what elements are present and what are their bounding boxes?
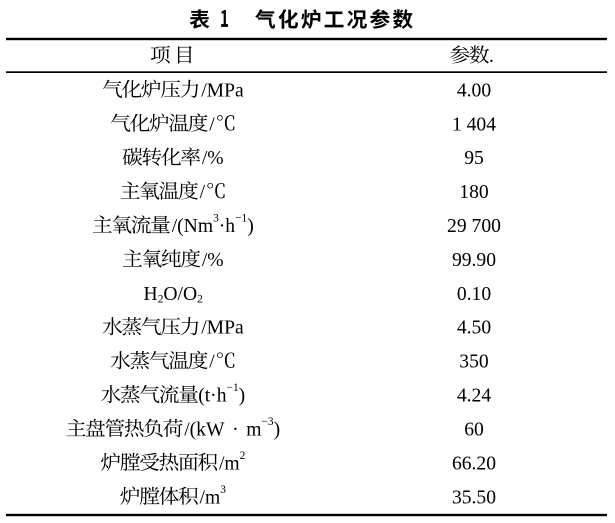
svg-text:·: · bbox=[232, 419, 239, 440]
svg-text:2: 2 bbox=[197, 294, 203, 306]
svg-text:/MPa: /MPa bbox=[201, 318, 244, 339]
svg-text:60: 60 bbox=[464, 419, 484, 440]
svg-text:4.00: 4.00 bbox=[457, 80, 491, 101]
svg-text:/m: /m bbox=[219, 453, 240, 474]
svg-text:350: 350 bbox=[459, 352, 489, 373]
svg-text:): ) bbox=[247, 216, 254, 237]
svg-text:.: . bbox=[489, 46, 494, 67]
svg-text:/%: /% bbox=[202, 148, 224, 169]
svg-text:1 404: 1 404 bbox=[452, 114, 496, 135]
svg-text:35.50: 35.50 bbox=[452, 487, 496, 508]
svg-text:/%: /% bbox=[202, 250, 224, 271]
svg-text:/MPa: /MPa bbox=[201, 80, 244, 101]
svg-text:95: 95 bbox=[464, 148, 484, 169]
svg-text:29 700: 29 700 bbox=[447, 216, 501, 237]
svg-text:(t·h: (t·h bbox=[198, 386, 226, 407]
svg-text:): ) bbox=[239, 386, 246, 407]
svg-text:/(kW: /(kW bbox=[184, 419, 225, 440]
svg-text:2: 2 bbox=[158, 294, 164, 306]
svg-text:99.90: 99.90 bbox=[452, 250, 496, 271]
svg-text:/(Nm: /(Nm bbox=[172, 216, 213, 237]
svg-text:0.10: 0.10 bbox=[457, 284, 491, 305]
svg-text:m: m bbox=[246, 419, 261, 440]
svg-text:O/O: O/O bbox=[163, 284, 197, 305]
svg-text:2: 2 bbox=[240, 450, 246, 462]
svg-text:3: 3 bbox=[220, 484, 226, 496]
svg-text:3: 3 bbox=[213, 212, 219, 224]
svg-text:−1: −1 bbox=[227, 382, 239, 394]
svg-text:): ) bbox=[274, 419, 281, 440]
svg-text:4.50: 4.50 bbox=[457, 318, 491, 339]
svg-text:·h: ·h bbox=[219, 216, 236, 237]
svg-text:−1: −1 bbox=[235, 212, 247, 224]
svg-text:/m: /m bbox=[200, 487, 221, 508]
svg-text:H: H bbox=[144, 284, 158, 305]
svg-text:/: / bbox=[209, 352, 215, 373]
svg-text:66.20: 66.20 bbox=[452, 453, 496, 474]
svg-text:4.24: 4.24 bbox=[457, 386, 491, 407]
svg-text:180: 180 bbox=[459, 182, 489, 203]
svg-text:/: / bbox=[200, 182, 206, 203]
svg-text:−3: −3 bbox=[261, 416, 273, 428]
svg-text:/: / bbox=[209, 114, 215, 135]
